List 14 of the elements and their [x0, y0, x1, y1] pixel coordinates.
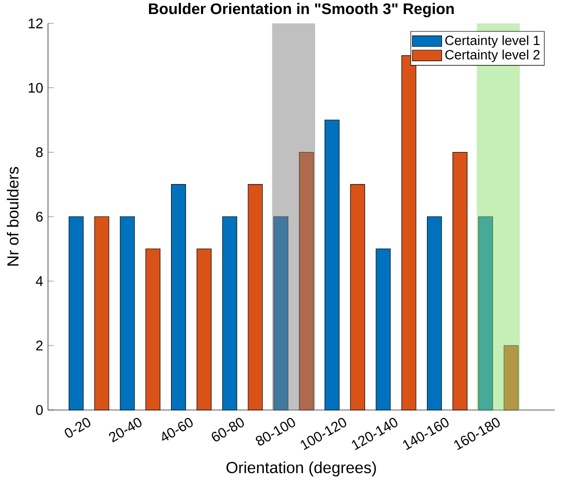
y-tick-label: 0	[36, 405, 43, 415]
y-tick-label: 12	[28, 18, 43, 28]
y-tick-label: 4	[36, 276, 43, 286]
y-tick-label: 2	[36, 340, 43, 350]
legend-label: Certainty level 1	[445, 35, 540, 48]
x-tick-label: 40-60	[162, 418, 193, 441]
y-tick-label: 6	[36, 212, 43, 222]
x-tick-label: 0-20	[64, 418, 90, 438]
legend-label: Certainty level 2	[445, 50, 540, 62]
chart-title: Boulder Orientation in "Smooth 3" Region	[149, 2, 454, 18]
y-tick-label: 8	[36, 147, 43, 158]
y-axis-title: Nr of boulders	[6, 167, 19, 266]
y-tick-label: 10	[28, 82, 43, 93]
x-axis-title: Orientation (degrees)	[226, 461, 376, 476]
